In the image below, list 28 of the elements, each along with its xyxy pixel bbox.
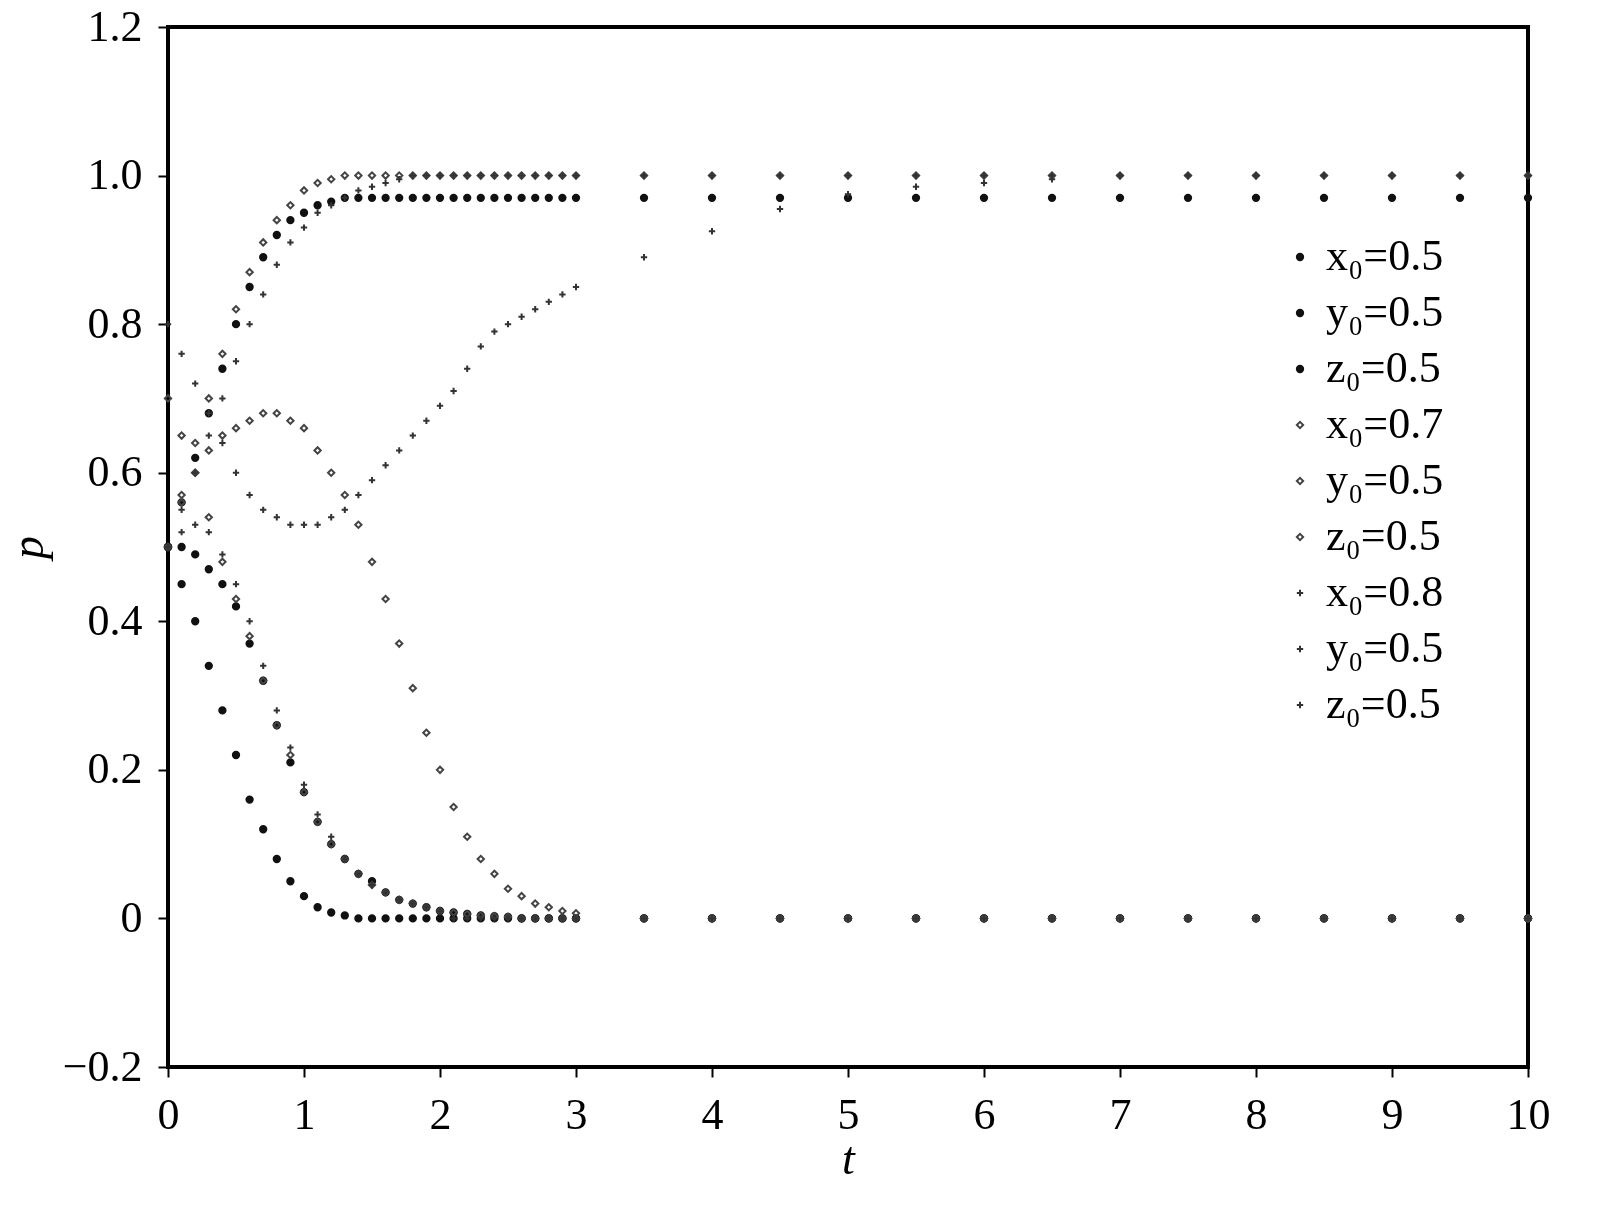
x-tick-label: 10 bbox=[1506, 1089, 1551, 1139]
y-tick-label: −0.2 bbox=[62, 1041, 143, 1091]
x-tick-label: 9 bbox=[1381, 1089, 1404, 1139]
legend-label: z₀=0.5 bbox=[1326, 343, 1441, 392]
legend-label: z₀=0.5 bbox=[1326, 511, 1441, 560]
x-tick-label: 3 bbox=[565, 1089, 588, 1139]
x-tick-label: 7 bbox=[1109, 1089, 1132, 1139]
y-tick-label: 0 bbox=[120, 892, 143, 942]
x-tick-label: 6 bbox=[973, 1089, 996, 1139]
x-tick-label: 1 bbox=[293, 1089, 316, 1139]
y-axis-title: p bbox=[1, 536, 53, 562]
y-tick-label: 0.6 bbox=[87, 447, 143, 497]
legend-label: y₀=0.5 bbox=[1326, 455, 1444, 504]
x-tick-label: 4 bbox=[701, 1089, 724, 1139]
y-tick-label: 0.8 bbox=[87, 298, 143, 348]
legend-label: y₀=0.5 bbox=[1326, 623, 1444, 672]
legend-label: z₀=0.5 bbox=[1326, 679, 1441, 728]
y-tick-label: 0.4 bbox=[87, 595, 143, 645]
x-tick-label: 8 bbox=[1245, 1089, 1268, 1139]
x-tick-label: 0 bbox=[157, 1089, 180, 1139]
y-tick-label: 1.0 bbox=[87, 150, 143, 200]
y-tick-label: 0.2 bbox=[87, 744, 143, 794]
legend-label: x₀=0.8 bbox=[1326, 567, 1444, 616]
legend-label: y₀=0.5 bbox=[1326, 287, 1444, 336]
legend-label: x₀=0.7 bbox=[1326, 399, 1444, 448]
y-tick-label: 1.2 bbox=[87, 1, 143, 51]
x-tick-label: 2 bbox=[429, 1089, 452, 1139]
legend-label: x₀=0.5 bbox=[1326, 231, 1444, 280]
